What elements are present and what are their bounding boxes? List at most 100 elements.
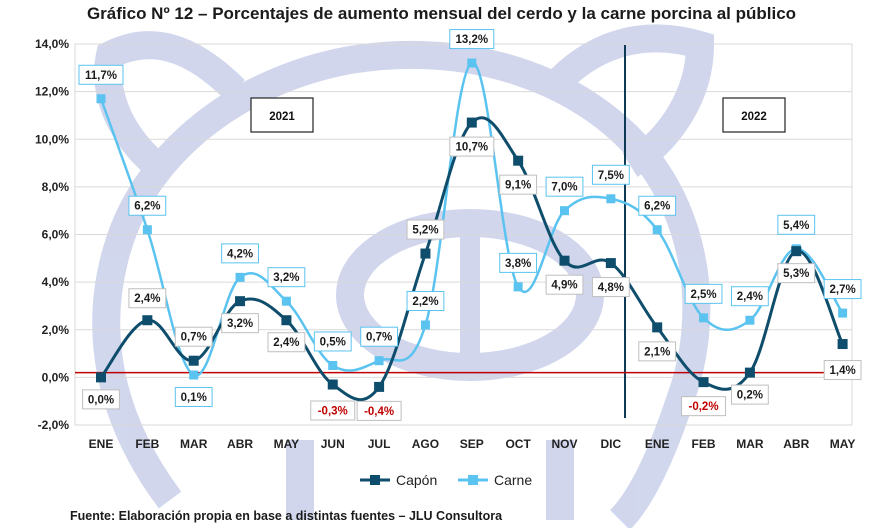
year-label-text: 2022 xyxy=(741,111,767,123)
carne-point xyxy=(652,225,662,235)
data-label-box xyxy=(449,29,495,50)
data-label-box xyxy=(638,195,677,216)
data-label-box xyxy=(777,214,816,235)
carne-point xyxy=(96,94,106,104)
capon-data-label: 0,7% xyxy=(174,326,213,347)
y-tick-label: 10,0% xyxy=(35,132,69,146)
data-label-box xyxy=(82,389,120,410)
capon-data-label: 5,2% xyxy=(406,219,445,240)
x-tick-label: MAR xyxy=(180,437,208,451)
x-tick-label: MAR xyxy=(736,437,764,451)
carne-point xyxy=(467,58,477,68)
capon-point xyxy=(235,296,246,307)
capon-data-label: -0,3% xyxy=(310,400,356,421)
data-label-box xyxy=(823,360,862,381)
carne-data-label: 0,7% xyxy=(360,326,399,347)
x-tick-label: FEB xyxy=(692,437,716,451)
data-label-box xyxy=(313,331,352,352)
data-label-box xyxy=(731,384,769,405)
data-label-text: 9,1% xyxy=(505,180,531,192)
data-label-box xyxy=(267,267,306,288)
data-label-box xyxy=(638,341,677,362)
data-label-text: 3,2% xyxy=(227,318,253,330)
data-label-box xyxy=(823,279,862,300)
y-tick-label: 14,0% xyxy=(35,37,69,51)
capon-data-label: -0,4% xyxy=(356,400,402,421)
carne-data-label: 3,2% xyxy=(267,267,306,288)
data-label-box xyxy=(591,277,630,298)
data-label-text: 5,4% xyxy=(783,220,809,232)
data-label-text: 0,5% xyxy=(320,336,346,348)
legend-marker xyxy=(468,475,478,485)
carne-data-label: 6,2% xyxy=(638,195,677,216)
capon-point xyxy=(744,367,755,378)
capon-point xyxy=(791,246,802,257)
data-label-box xyxy=(360,326,399,347)
carne-data-label: 7,0% xyxy=(545,176,584,197)
carne-point xyxy=(606,194,616,204)
data-label-box xyxy=(545,274,584,295)
y-tick-label: 0,0% xyxy=(42,370,70,384)
data-label-text: 2,1% xyxy=(644,346,670,358)
data-label-text: 2,5% xyxy=(690,289,716,301)
legend-label: Carne xyxy=(494,472,532,488)
capon-data-label: 1,4% xyxy=(823,360,862,381)
data-label-box xyxy=(406,219,445,240)
carne-point xyxy=(699,313,709,323)
capon-point xyxy=(281,315,292,326)
data-label-text: -0,3% xyxy=(318,406,348,418)
data-label-text: 6,2% xyxy=(134,201,160,213)
x-tick-label: ENE xyxy=(645,437,670,451)
data-label-text: 2,7% xyxy=(829,284,855,296)
data-label-box xyxy=(221,243,259,264)
data-label-box xyxy=(731,286,769,307)
data-label-text: 2,4% xyxy=(737,291,763,303)
carne-point xyxy=(189,370,199,380)
x-tick-label: MAY xyxy=(830,437,856,451)
year-label-text: 2021 xyxy=(269,111,295,123)
carne-point xyxy=(235,272,245,282)
data-label-text: 2,2% xyxy=(412,296,438,308)
x-tick-label: ABR xyxy=(783,437,809,451)
capon-point xyxy=(96,372,106,383)
carne-point xyxy=(281,296,291,306)
capon-data-label: 10,7% xyxy=(449,136,495,157)
capon-point xyxy=(698,377,709,388)
x-tick-label: DIC xyxy=(601,437,622,451)
year-label-box xyxy=(722,97,786,133)
data-label-text: 2,4% xyxy=(273,337,299,349)
data-label-text: 5,3% xyxy=(783,268,809,280)
capon-point xyxy=(188,355,199,366)
data-label-text: 0,7% xyxy=(366,332,392,344)
x-tick-label: NOV xyxy=(551,437,577,451)
carne-point xyxy=(513,282,523,292)
x-tick-label: MAY xyxy=(274,437,300,451)
y-tick-label: 12,0% xyxy=(35,85,69,99)
data-label-text: 10,7% xyxy=(455,142,488,154)
capon-point xyxy=(605,258,616,269)
data-label-box xyxy=(499,252,538,273)
carne-data-label: 3,8% xyxy=(499,252,538,273)
y-tick-label: 8,0% xyxy=(42,180,70,194)
x-tick-label: JUL xyxy=(368,437,391,451)
legend-item-carne: Carne xyxy=(458,472,532,488)
data-label-box xyxy=(356,400,402,421)
carne-point xyxy=(420,320,430,330)
data-label-text: 4,2% xyxy=(227,248,253,260)
data-label-text: 1,4% xyxy=(829,365,855,377)
data-label-text: 0,2% xyxy=(737,390,763,402)
carne-point xyxy=(560,206,569,216)
data-label-box xyxy=(545,176,584,197)
y-tick-label: 2,0% xyxy=(42,323,70,337)
data-label-box xyxy=(499,174,538,195)
data-label-text: 7,0% xyxy=(551,182,577,194)
x-tick-label: ABR xyxy=(227,437,253,451)
capon-point xyxy=(374,381,385,392)
data-label-box xyxy=(406,290,445,311)
capon-data-label: 2,1% xyxy=(638,341,677,362)
data-label-box xyxy=(449,136,495,157)
data-label-box xyxy=(174,386,213,407)
carne-data-label: 13,2% xyxy=(449,29,495,50)
data-label-text: 6,2% xyxy=(644,201,670,213)
data-label-box xyxy=(128,195,167,216)
